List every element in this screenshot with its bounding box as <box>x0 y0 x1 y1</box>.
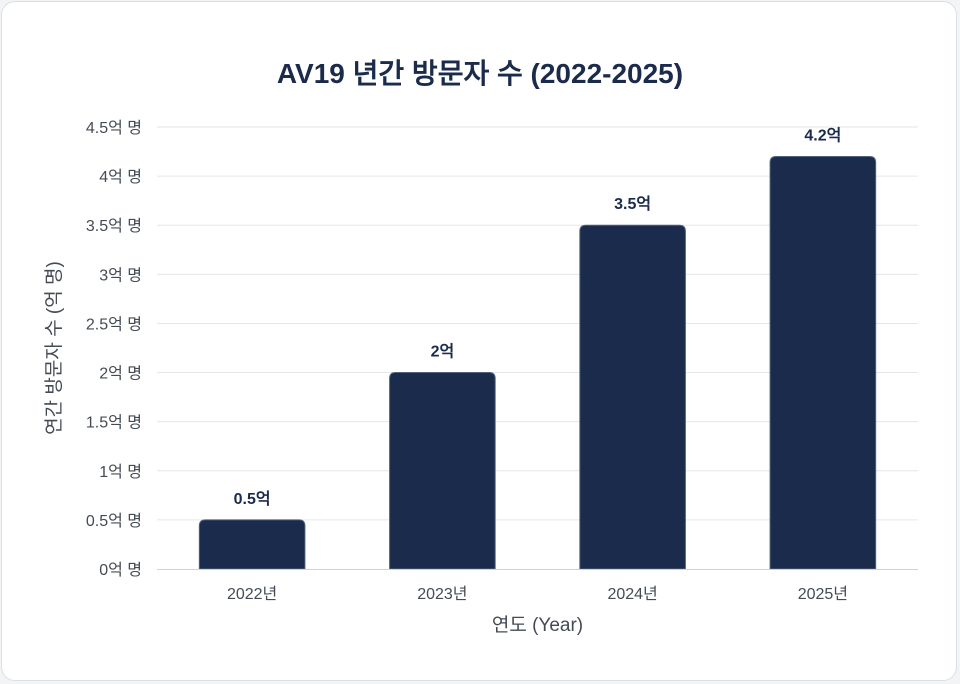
x-tick-label: 2025년 <box>798 585 848 603</box>
y-tick-label: 3억 명 <box>99 266 142 284</box>
y-axis-title: 연간 방문자 수 (억 명) <box>43 261 65 435</box>
x-axis-ticks: 2022년 2023년 2024년 2025년 <box>227 585 848 603</box>
x-tick-label: 2023년 <box>417 585 467 603</box>
y-tick-label: 2.5억 명 <box>86 315 142 333</box>
bar[interactable] <box>389 372 496 570</box>
bar-data-label: 3.5억 <box>614 194 651 213</box>
bar-data-label: 4.2억 <box>804 125 841 144</box>
y-tick-label: 2억 명 <box>99 365 142 383</box>
bar-data-label: 2억 <box>431 342 455 361</box>
y-tick-label: 0.5억 명 <box>86 512 142 530</box>
y-tick-label: 3.5억 명 <box>86 217 142 235</box>
bar[interactable] <box>769 155 877 570</box>
x-tick-label: 2022년 <box>227 585 277 603</box>
y-axis-ticks: 0억 명 0.5억 명 1억 명 1.5억 명 2억 명 2.5억 명 3억 명 3.5억 명… <box>86 119 142 579</box>
y-tick-label: 0억 명 <box>99 561 142 579</box>
y-tick-label: 1.5억 명 <box>86 414 142 432</box>
chart-title: AV19 년간 방문자 수 (2022-2025) <box>276 58 684 89</box>
bar-data-label: 0.5억 <box>234 489 271 508</box>
x-tick-label: 2024년 <box>607 585 657 603</box>
bar[interactable] <box>198 519 306 570</box>
y-tick-label: 1억 명 <box>99 463 142 481</box>
y-tick-label: 4억 명 <box>99 168 142 186</box>
x-axis-title: 연도 (Year) <box>492 614 583 636</box>
bar[interactable] <box>579 224 686 570</box>
bars <box>198 155 877 570</box>
y-tick-label: 4.5억 명 <box>86 119 142 137</box>
data-labels: 0.5억 2억 3.5억 4.2억 <box>234 125 842 507</box>
